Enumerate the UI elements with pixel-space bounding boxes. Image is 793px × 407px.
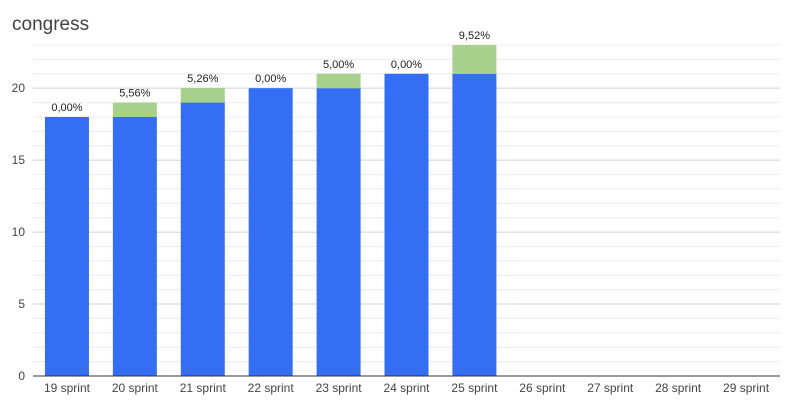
- bar-segment: [248, 88, 293, 376]
- bar-segment: [44, 116, 89, 377]
- chart-title: congress: [12, 14, 90, 35]
- bar-segment: [316, 88, 361, 376]
- data-label: 0,00%: [51, 102, 82, 114]
- bars: [44, 45, 497, 377]
- y-tick-label: 20: [12, 81, 26, 95]
- bar-segment: [180, 102, 225, 376]
- y-axis-ticks: 0 5 10 15 20: [12, 81, 26, 383]
- bar-segment: [180, 88, 225, 103]
- data-label: 5,00%: [323, 59, 354, 71]
- x-tick-label: 28 sprint: [655, 381, 702, 395]
- bar-segment: [384, 73, 429, 377]
- data-label: 5,56%: [119, 88, 150, 100]
- x-tick-label: 26 sprint: [519, 381, 566, 395]
- x-tick-label: 19 sprint: [44, 381, 91, 395]
- x-tick-label: 24 sprint: [383, 381, 430, 395]
- data-label: 0,00%: [255, 73, 286, 85]
- x-tick-label: 29 sprint: [723, 381, 770, 395]
- bar-segment: [112, 116, 157, 377]
- y-tick-label: 10: [12, 225, 26, 239]
- bar-segment: [452, 45, 497, 74]
- data-label: 9,52%: [459, 30, 490, 42]
- x-axis-ticks: 19 sprint 20 sprint 21 sprint 22 sprint 23 s…: [44, 381, 770, 395]
- x-tick-label: 20 sprint: [112, 381, 159, 395]
- bar-segment: [112, 102, 157, 117]
- x-tick-label: 23 sprint: [316, 381, 363, 395]
- x-tick-label: 27 sprint: [587, 381, 634, 395]
- y-tick-label: 0: [18, 369, 25, 383]
- bar-segment: [452, 73, 497, 377]
- data-label: 0,00%: [391, 59, 422, 71]
- x-tick-label: 21 sprint: [180, 381, 227, 395]
- x-tick-label: 25 sprint: [451, 381, 498, 395]
- data-labels: 0,00% 5,56% 5,26% 0,00% 5,00% 0,00% 9,52%: [51, 30, 490, 114]
- y-tick-label: 5: [18, 297, 25, 311]
- x-tick-label: 22 sprint: [248, 381, 295, 395]
- y-tick-label: 15: [12, 153, 26, 167]
- bar-segment: [316, 73, 361, 89]
- data-label: 5,26%: [187, 73, 218, 85]
